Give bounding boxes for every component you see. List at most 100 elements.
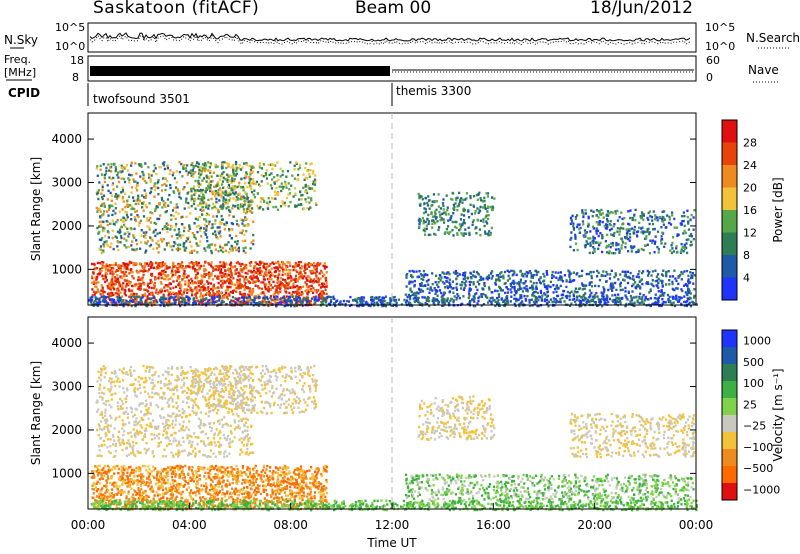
data-cell xyxy=(405,285,408,288)
data-cell xyxy=(247,269,250,272)
data-cell xyxy=(234,174,237,177)
data-cell xyxy=(196,189,199,192)
data-cell xyxy=(656,219,659,222)
data-cell xyxy=(203,272,206,276)
data-cell xyxy=(182,245,185,248)
data-cell xyxy=(206,280,209,283)
data-cell xyxy=(415,270,418,273)
data-cell xyxy=(99,270,102,273)
data-cell xyxy=(631,216,634,220)
data-cell xyxy=(100,284,103,287)
data-cell xyxy=(187,171,190,174)
data-cell xyxy=(692,282,695,285)
data-cell xyxy=(117,248,120,252)
data-cell xyxy=(221,161,224,164)
data-cell xyxy=(200,170,203,173)
data-cell xyxy=(145,206,148,209)
data-cell xyxy=(616,299,619,302)
data-cell xyxy=(153,282,156,285)
data-cell xyxy=(130,304,133,308)
data-cell xyxy=(609,284,612,287)
data-cell xyxy=(140,201,144,205)
data-cell xyxy=(576,223,579,226)
data-cell xyxy=(263,262,266,265)
data-cell xyxy=(319,297,322,300)
data-cell xyxy=(450,197,453,201)
data-cell xyxy=(114,202,117,205)
data-cell xyxy=(444,213,447,216)
data-cell xyxy=(523,286,526,290)
data-cell xyxy=(609,220,612,223)
data-cell xyxy=(300,260,303,264)
data-cell xyxy=(591,251,595,254)
data-cell xyxy=(253,276,257,279)
data-cell xyxy=(305,300,308,303)
data-cell xyxy=(277,193,280,197)
data-cell xyxy=(229,262,233,265)
data-cell xyxy=(472,281,475,284)
data-cell xyxy=(117,279,120,282)
data-cell xyxy=(281,300,284,304)
data-cell xyxy=(99,292,102,296)
data-cell xyxy=(105,272,108,276)
data-cell xyxy=(614,300,617,304)
data-cell xyxy=(540,298,544,302)
data-cell xyxy=(194,179,197,183)
data-cell xyxy=(317,294,321,297)
data-cell xyxy=(264,267,267,270)
data-cell xyxy=(654,235,657,238)
data-cell xyxy=(330,300,333,304)
data-cell xyxy=(269,184,272,187)
data-cell xyxy=(150,297,153,300)
data-cell xyxy=(244,201,247,204)
data-cell xyxy=(95,206,98,210)
data-cell xyxy=(225,221,229,224)
data-cell xyxy=(377,299,380,302)
data-cell xyxy=(583,235,586,239)
data-cell xyxy=(214,268,217,271)
data-cell xyxy=(111,219,114,222)
data-cell xyxy=(663,210,666,213)
data-cell xyxy=(267,207,270,210)
data-cell xyxy=(691,272,694,275)
data-cell xyxy=(206,246,209,249)
data-cell xyxy=(141,278,144,282)
data-cell xyxy=(91,288,94,291)
data-cell xyxy=(104,268,107,271)
data-cell xyxy=(637,230,640,233)
data-cell xyxy=(147,290,150,293)
data-cell xyxy=(424,210,427,214)
data-cell xyxy=(194,207,197,210)
data-cell xyxy=(188,224,191,227)
data-cell xyxy=(136,287,140,290)
data-cell xyxy=(595,221,598,224)
data-cell xyxy=(281,299,284,302)
data-cell xyxy=(258,296,261,299)
data-cell xyxy=(626,270,630,273)
data-cell xyxy=(412,270,415,273)
data-cell xyxy=(487,205,490,208)
data-cell xyxy=(285,302,288,305)
data-cell xyxy=(198,264,201,268)
data-cell xyxy=(162,304,166,307)
data-cell xyxy=(190,174,193,177)
data-cell xyxy=(258,164,261,167)
data-cell xyxy=(588,283,591,286)
data-cell xyxy=(439,279,442,282)
data-cell xyxy=(120,288,124,291)
data-cell xyxy=(230,237,233,240)
data-cell xyxy=(94,303,97,306)
data-cell xyxy=(146,297,149,300)
data-cell xyxy=(617,293,620,296)
data-cell xyxy=(179,286,182,290)
data-cell xyxy=(650,274,653,277)
data-cell xyxy=(535,281,538,285)
data-cell xyxy=(182,167,185,170)
data-cell xyxy=(463,286,466,290)
data-cell xyxy=(428,291,431,294)
data-cell xyxy=(198,176,201,179)
data-cell xyxy=(676,234,679,238)
data-cell xyxy=(306,291,309,295)
data-cell xyxy=(468,216,471,219)
data-cell xyxy=(680,215,684,218)
